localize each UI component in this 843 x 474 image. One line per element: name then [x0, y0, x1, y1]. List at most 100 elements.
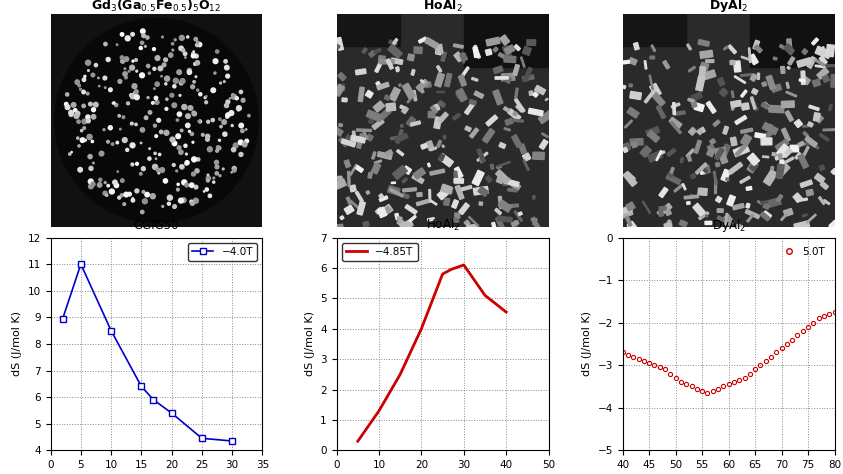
Polygon shape — [523, 75, 534, 81]
Circle shape — [195, 54, 198, 58]
Polygon shape — [456, 88, 467, 102]
Polygon shape — [366, 191, 370, 194]
Polygon shape — [472, 170, 484, 186]
Circle shape — [211, 88, 216, 92]
Polygon shape — [644, 91, 655, 103]
Polygon shape — [332, 126, 343, 136]
Polygon shape — [623, 85, 626, 89]
Circle shape — [196, 89, 199, 91]
Polygon shape — [393, 38, 398, 45]
Circle shape — [83, 78, 86, 82]
Polygon shape — [469, 216, 479, 227]
Polygon shape — [781, 128, 790, 141]
Polygon shape — [815, 46, 831, 59]
Polygon shape — [627, 107, 639, 118]
Circle shape — [208, 194, 212, 198]
Polygon shape — [649, 75, 653, 90]
Circle shape — [99, 85, 100, 87]
Circle shape — [207, 174, 209, 176]
Circle shape — [187, 68, 191, 73]
Circle shape — [125, 76, 127, 79]
Circle shape — [105, 87, 106, 89]
Circle shape — [193, 81, 196, 83]
Polygon shape — [441, 186, 453, 194]
Polygon shape — [819, 56, 827, 64]
Circle shape — [124, 57, 129, 61]
Polygon shape — [807, 141, 819, 149]
Polygon shape — [507, 188, 517, 192]
Circle shape — [164, 76, 169, 81]
Polygon shape — [339, 124, 342, 127]
Polygon shape — [656, 150, 662, 161]
Polygon shape — [379, 194, 384, 198]
Polygon shape — [781, 147, 792, 157]
Polygon shape — [372, 152, 376, 159]
Circle shape — [103, 76, 107, 80]
Polygon shape — [441, 184, 452, 193]
Polygon shape — [797, 198, 808, 202]
Polygon shape — [768, 124, 773, 129]
Polygon shape — [438, 100, 445, 108]
Polygon shape — [362, 48, 368, 54]
Circle shape — [162, 63, 166, 67]
Circle shape — [152, 101, 154, 104]
Polygon shape — [493, 66, 503, 73]
Polygon shape — [331, 179, 346, 191]
Polygon shape — [715, 148, 724, 160]
Circle shape — [232, 166, 236, 171]
Circle shape — [219, 174, 221, 177]
Circle shape — [235, 97, 239, 100]
Polygon shape — [341, 139, 356, 147]
Polygon shape — [674, 184, 683, 192]
Polygon shape — [498, 53, 509, 61]
Polygon shape — [406, 117, 416, 127]
Polygon shape — [356, 165, 363, 173]
Polygon shape — [453, 113, 460, 120]
Polygon shape — [454, 167, 463, 178]
Polygon shape — [504, 56, 516, 63]
Polygon shape — [740, 176, 750, 183]
Circle shape — [171, 43, 174, 45]
Circle shape — [194, 63, 196, 65]
Polygon shape — [372, 163, 381, 174]
Circle shape — [91, 73, 94, 77]
Circle shape — [134, 90, 138, 93]
Circle shape — [177, 146, 181, 150]
Circle shape — [193, 51, 195, 52]
Polygon shape — [379, 60, 395, 64]
Polygon shape — [799, 79, 805, 82]
Polygon shape — [630, 91, 642, 100]
Polygon shape — [808, 105, 819, 110]
Circle shape — [86, 115, 90, 119]
Polygon shape — [395, 67, 400, 72]
Polygon shape — [749, 54, 758, 65]
Polygon shape — [715, 180, 717, 193]
Polygon shape — [480, 157, 485, 163]
Circle shape — [153, 88, 155, 89]
Polygon shape — [745, 210, 760, 219]
Circle shape — [132, 84, 137, 89]
Circle shape — [85, 60, 90, 65]
Y-axis label: dS (J/mol K): dS (J/mol K) — [304, 311, 314, 376]
Polygon shape — [741, 73, 753, 76]
Circle shape — [176, 188, 180, 191]
Polygon shape — [669, 117, 682, 128]
Polygon shape — [379, 108, 391, 120]
Polygon shape — [776, 153, 783, 159]
Polygon shape — [697, 129, 702, 135]
Polygon shape — [403, 188, 416, 192]
Polygon shape — [462, 60, 464, 63]
Polygon shape — [749, 163, 758, 171]
Circle shape — [172, 49, 174, 51]
Circle shape — [176, 170, 178, 172]
Polygon shape — [464, 102, 475, 115]
Circle shape — [185, 163, 187, 165]
Circle shape — [148, 72, 151, 74]
Circle shape — [89, 102, 92, 106]
Y-axis label: dS (J/mol K): dS (J/mol K) — [12, 311, 22, 376]
Circle shape — [141, 210, 144, 214]
Circle shape — [191, 201, 195, 205]
Circle shape — [191, 172, 196, 176]
Polygon shape — [706, 215, 708, 218]
Polygon shape — [780, 45, 785, 49]
